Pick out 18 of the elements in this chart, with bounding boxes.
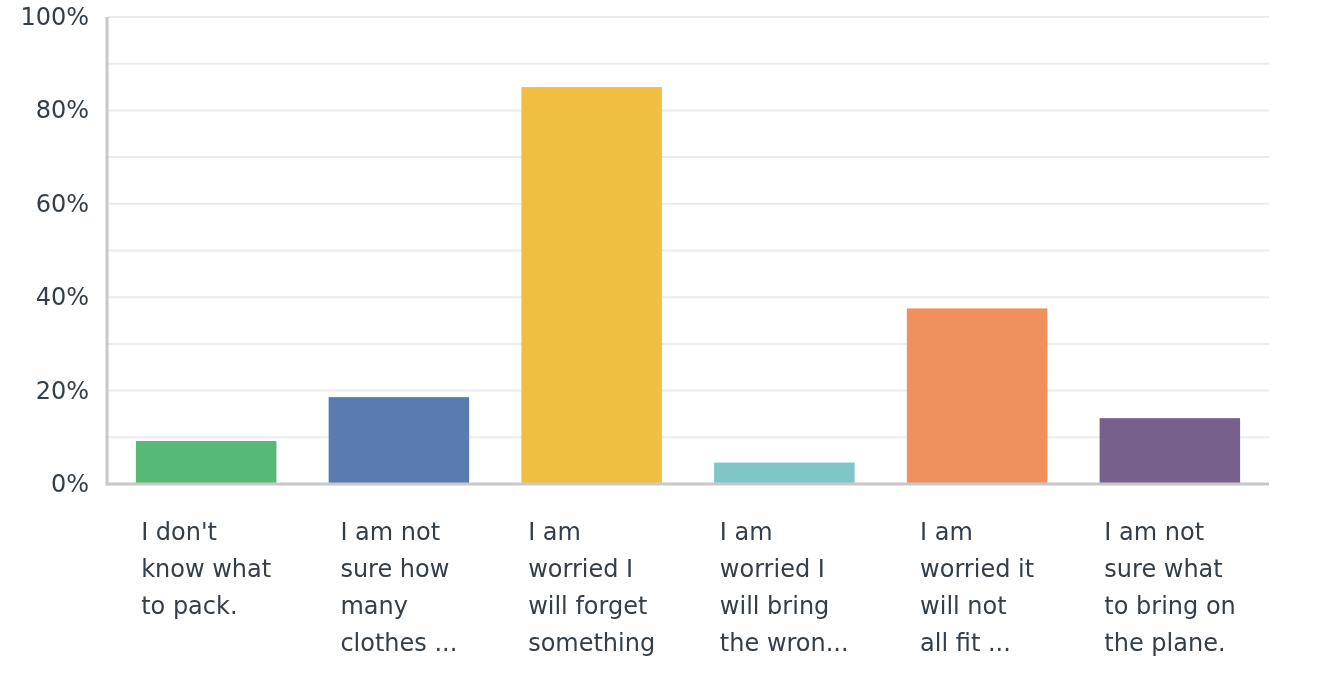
y-tick-label: 60% — [35, 189, 89, 218]
y-tick-label: 40% — [35, 283, 89, 312]
bar — [521, 87, 662, 484]
x-tick-label: I am not sure how many clothes ... — [340, 518, 458, 657]
bar — [328, 397, 470, 484]
x-tick-label: I don't know what to pack. — [141, 518, 272, 620]
bar — [906, 308, 1048, 484]
y-tick-label: 80% — [35, 96, 89, 125]
y-tick-label: 20% — [35, 376, 89, 405]
x-tick-label: I am worried I will forget something — [528, 518, 656, 657]
bar — [1099, 418, 1241, 484]
x-tick-label: I am worried it will not all fit ... — [920, 518, 1035, 657]
x-tick-label: I am not sure what to bring on the plane. — [1104, 518, 1236, 657]
bar — [714, 462, 855, 484]
y-tick-label: 0% — [50, 470, 89, 498]
bar — [135, 441, 277, 484]
y-tick-label: 100% — [20, 3, 89, 31]
x-tick-label: I am worried I will bring the wron... — [719, 518, 849, 657]
